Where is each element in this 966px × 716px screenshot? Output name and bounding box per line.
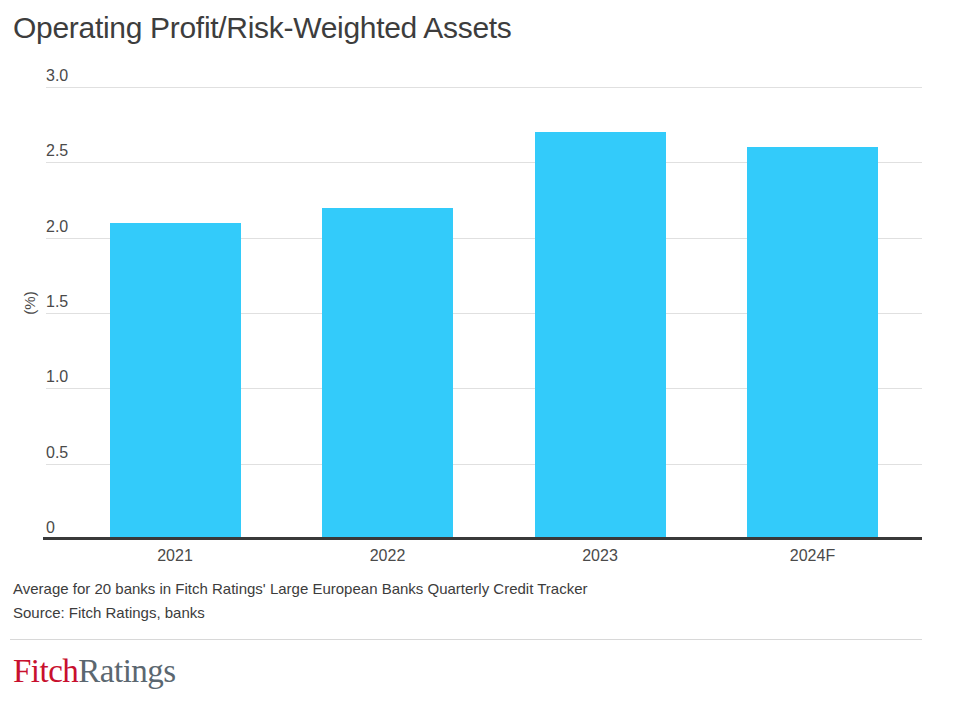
chart-page: Operating Profit/Risk-Weighted Assets (%…: [0, 0, 966, 716]
bar-2022: [322, 208, 453, 539]
bar-2024F: [747, 147, 878, 539]
chart-footnote: Average for 20 banks in Fitch Ratings' L…: [13, 580, 588, 597]
logo-fitch: Fitch: [13, 653, 78, 689]
bar-2021: [110, 223, 241, 539]
y-tick-label: 2.5: [46, 141, 68, 160]
x-tick-label: 2023: [582, 547, 618, 565]
y-tick-label: 3.0: [46, 66, 68, 85]
gridline: [46, 87, 922, 88]
chart-source: Source: Fitch Ratings, banks: [13, 604, 205, 621]
y-axis-label: (%): [21, 291, 38, 314]
y-tick-label: 2.0: [46, 217, 68, 236]
y-tick-label: 1.0: [46, 367, 68, 386]
y-tick-label: 1.5: [46, 292, 68, 311]
x-tick-label: 2021: [157, 547, 193, 565]
chart-title: Operating Profit/Risk-Weighted Assets: [13, 11, 512, 45]
x-tick-label: 2024F: [790, 547, 835, 565]
x-axis-line: [43, 537, 922, 540]
y-tick-label: 0: [46, 518, 55, 537]
plot-area: 3.02.52.01.51.00.50: [46, 87, 922, 539]
fitch-ratings-logo: FitchRatings: [13, 653, 176, 690]
bar-2023: [535, 132, 666, 539]
logo-ratings: Ratings: [78, 653, 175, 689]
footer-divider: [10, 639, 922, 640]
y-tick-label: 0.5: [46, 443, 68, 462]
x-tick-label: 2022: [370, 547, 406, 565]
